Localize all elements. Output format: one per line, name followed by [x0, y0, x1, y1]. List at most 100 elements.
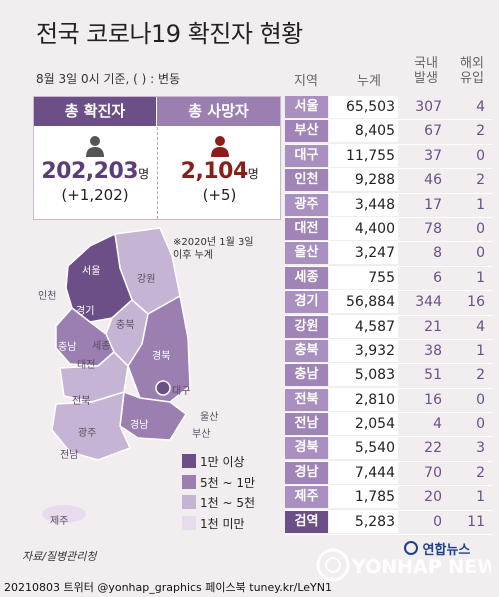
legend-label: 1만 이상: [200, 455, 245, 469]
row-total: 9,288: [329, 169, 398, 192]
footer-credit: 20210803 트위터 @yonhap_graphics 페이스북 tuney…: [4, 581, 332, 594]
row-region: 검역: [285, 510, 328, 533]
row-region: 울산: [285, 242, 328, 265]
deaths-header: 총 사망자: [157, 97, 280, 126]
row-overseas: 0: [476, 245, 485, 262]
legend-item: 1천 미만: [182, 515, 245, 532]
row-domestic: 4: [433, 416, 442, 433]
label-gangwon: 강원: [137, 274, 156, 285]
table-row: 서울 65,503 307 4: [285, 96, 492, 121]
legend-item: 1천 ~ 5천: [182, 494, 255, 511]
table-row: 광주 3,448 17 1: [285, 193, 492, 218]
row-region: 세종: [285, 266, 328, 289]
row-region: 강원: [285, 315, 328, 338]
label-sejong: 세종: [92, 341, 111, 352]
table-row: 전남 2,054 4 0: [285, 413, 492, 438]
row-overseas: 0: [476, 416, 485, 433]
korea-map: [42, 227, 191, 523]
header-overseas: 해외 유입: [452, 56, 492, 86]
table-row: 경북 5,540 22 3: [285, 437, 492, 462]
confirmed-value: 202,203: [41, 159, 139, 184]
legend-label: 5천 ~ 1만: [200, 476, 256, 490]
row-total: 1,785: [329, 486, 398, 509]
row-domestic: 51: [424, 367, 442, 384]
row-total: 3,448: [329, 193, 398, 216]
legend-swatch: [182, 495, 196, 509]
row-total: 8,405: [329, 120, 398, 143]
row-region: 경남: [285, 461, 328, 484]
table-row: 인천 9,288 46 2: [285, 169, 492, 194]
yonhap-logo-text: 연합뉴스: [422, 543, 471, 558]
row-domestic: 78: [424, 220, 442, 237]
row-total: 11,755: [329, 144, 398, 167]
row-domestic: 67: [424, 123, 442, 140]
row-domestic: 0: [433, 513, 442, 530]
map-note-line2: 이후 누계: [173, 250, 213, 261]
table-row: 경남 7,444 70 2: [285, 461, 492, 487]
label-gwangju: 광주: [78, 428, 97, 439]
yonhap-logo: 연합뉴스: [404, 539, 470, 558]
row-total: 5,083: [329, 364, 398, 387]
label-ulsan: 울산: [200, 412, 219, 423]
page-title: 전국 코로나19 확진자 현황: [36, 20, 303, 48]
table-row: 충북 3,932 38 1: [285, 339, 492, 365]
row-domestic: 38: [424, 342, 442, 359]
table-row: 전북 2,810 16 0: [285, 388, 492, 414]
region-daegu: [155, 380, 171, 396]
legend-swatch: [182, 516, 196, 530]
table-row: 대구 11,755 37 0: [285, 144, 492, 170]
row-total: 755: [329, 266, 398, 289]
row-overseas: 4: [476, 99, 485, 115]
legend-label: 1천 ~ 5천: [200, 496, 256, 510]
row-overseas: 16: [467, 294, 485, 311]
table-row: 울산 3,247 8 0: [285, 242, 492, 267]
row-total: 2,054: [329, 413, 398, 436]
row-region: 충남: [285, 364, 328, 387]
row-total: 65,503: [329, 96, 398, 118]
row-domestic: 344: [415, 294, 442, 311]
row-overseas: 11: [467, 513, 485, 530]
region-jeonbuk: [59, 350, 129, 403]
row-domestic: 20: [424, 489, 442, 506]
row-region: 제주: [285, 486, 328, 509]
row-domestic: 22: [424, 440, 442, 457]
label-gyeongbuk: 경북: [152, 351, 171, 362]
row-total: 3,247: [329, 242, 398, 265]
row-domestic: 70: [424, 464, 442, 481]
row-region: 전남: [285, 413, 328, 436]
row-domestic: 307: [415, 99, 442, 115]
label-chungnam: 충남: [58, 342, 77, 353]
row-overseas: 1: [476, 342, 485, 359]
row-total: 7,444: [329, 461, 398, 484]
row-total: 3,932: [329, 339, 398, 362]
row-region: 인천: [285, 169, 328, 192]
row-domestic: 46: [424, 172, 442, 189]
date-note: 8월 3일 0시 기준, ( ) : 변동: [36, 72, 181, 86]
row-region: 경기: [285, 291, 328, 314]
legend-swatch: [182, 454, 196, 468]
confirmed-header: 총 확진자: [34, 97, 156, 126]
header-domestic-line2: 발생: [414, 71, 438, 86]
row-region: 전북: [285, 388, 328, 411]
row-total: 5,283: [329, 510, 398, 533]
row-total: 2,810: [329, 388, 398, 411]
table-row: 충남 5,083 51 2: [285, 364, 492, 389]
row-domestic: 37: [424, 147, 442, 164]
row-region: 충북: [285, 339, 328, 362]
row-domestic: 6: [433, 269, 442, 286]
row-overseas: 1: [476, 196, 485, 213]
summary-box: 총 확진자 총 사망자 202,203명 (+1,202) 2,104명 (+5…: [33, 96, 281, 220]
label-gyeongnam: 경남: [130, 420, 149, 431]
table-row: 세종 755 6 1: [285, 266, 492, 292]
header-domestic: 국내 발생: [404, 56, 448, 86]
map-note-line1: ※2020년 1월 3일: [173, 237, 254, 248]
legend-item: 1만 이상: [182, 453, 245, 470]
person-icon: [210, 136, 229, 157]
header-total: 누계: [357, 74, 381, 89]
legend-item: 5천 ~ 1만: [182, 474, 255, 491]
deaths-column: 2,104명 (+5): [157, 127, 281, 219]
label-jeju: 제주: [50, 516, 69, 527]
row-overseas: 2: [476, 123, 485, 140]
label-daegu: 대구: [172, 386, 191, 397]
row-overseas: 0: [476, 147, 485, 164]
